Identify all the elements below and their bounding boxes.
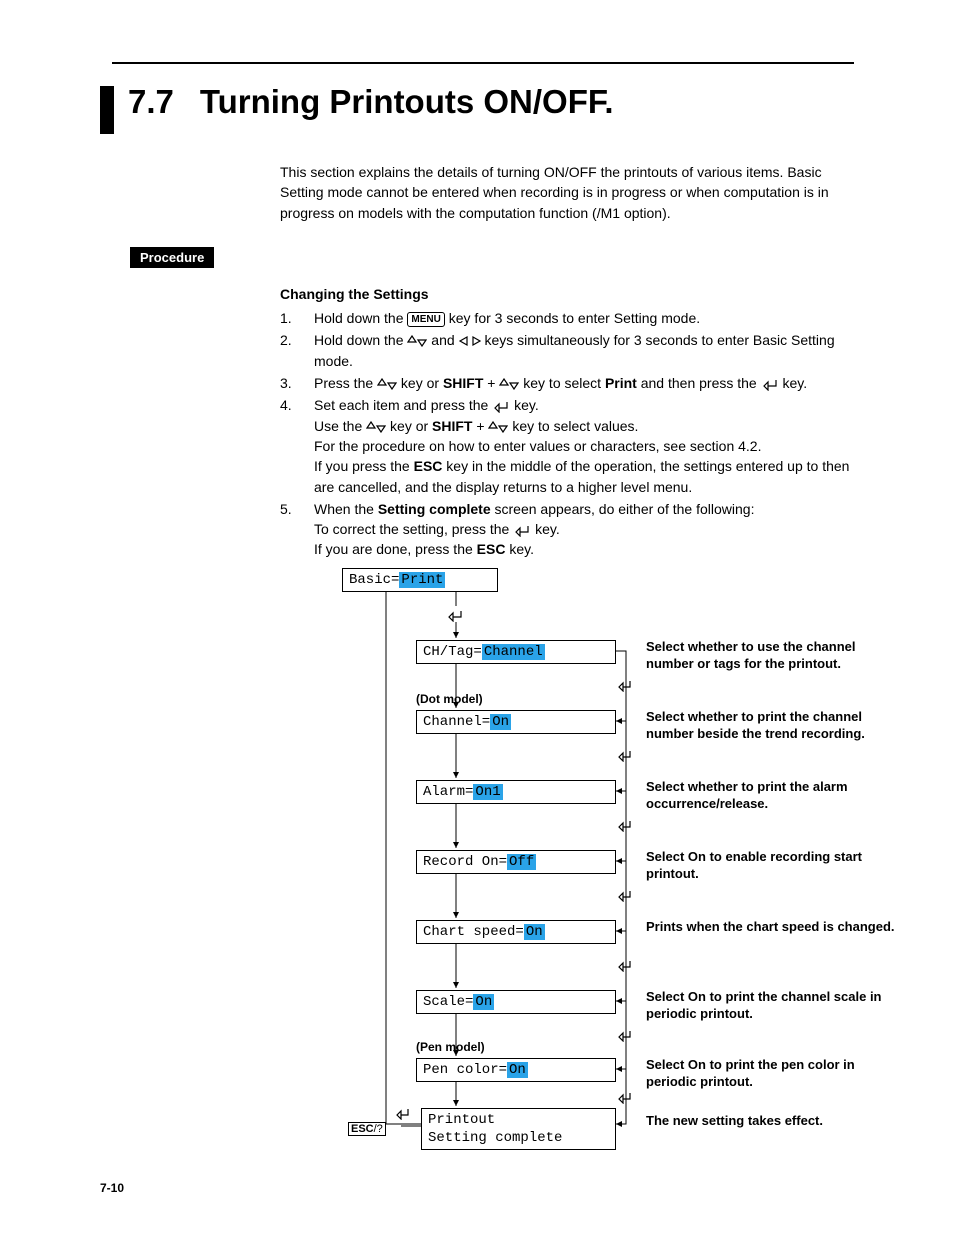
title-bar xyxy=(100,86,114,134)
flow-node-alarm: Alarm=On1 xyxy=(416,780,616,804)
enter-icon xyxy=(394,1106,412,1120)
step-body: When the Setting complete screen appears… xyxy=(314,499,854,560)
flow-node-chartspeed: Chart speed=On xyxy=(416,920,616,944)
flow-node-pencolor: Pen color=On xyxy=(416,1058,616,1082)
step-num: 1. xyxy=(280,308,314,328)
flow-desc-3: Select whether to print the alarm occurr… xyxy=(646,778,896,813)
step-num: 4. xyxy=(280,395,314,496)
up-down-icon xyxy=(366,421,386,433)
flow-node-complete: Printout Setting complete xyxy=(421,1108,616,1150)
section-title: Turning Printouts ON/OFF. xyxy=(200,82,614,122)
flow-desc-4: Select On to enable recording start prin… xyxy=(646,848,896,883)
step-body: Set each item and press the key. Use the… xyxy=(314,395,854,496)
step-5: 5. When the Setting complete screen appe… xyxy=(280,499,854,560)
enter-icon xyxy=(616,678,634,692)
page-footer: 7-10 xyxy=(100,1181,124,1195)
flow-desc-5: Prints when the chart speed is changed. xyxy=(646,918,906,936)
flow-desc-1: Select whether to use the channel number… xyxy=(646,638,896,673)
flow-node-scale: Scale=On xyxy=(416,990,616,1014)
step-num: 2. xyxy=(280,330,314,371)
flow-model-dot: (Dot model) xyxy=(416,692,483,706)
flow-node-basic: Basic=Print xyxy=(342,568,498,592)
enter-icon xyxy=(446,608,466,622)
enter-icon xyxy=(616,888,634,902)
flow-desc-2: Select whether to print the channel numb… xyxy=(646,708,896,743)
enter-icon xyxy=(616,818,634,832)
menu-key-icon: MENU xyxy=(407,312,444,327)
enter-icon xyxy=(616,1090,634,1104)
top-rule xyxy=(112,62,854,64)
content-block: Changing the Settings 1. Hold down the M… xyxy=(280,284,854,560)
enter-icon xyxy=(761,377,779,391)
enter-icon xyxy=(492,399,510,413)
flow-desc-8: The new setting takes effect. xyxy=(646,1112,896,1130)
step-2: 2. Hold down the and keys simultaneously… xyxy=(280,330,854,371)
flow-diagram: Basic=Print CH/Tag=Channel Select whethe… xyxy=(246,566,856,1146)
flow-node-chtag: CH/Tag=Channel xyxy=(416,640,616,664)
flow-model-pen: (Pen model) xyxy=(416,1040,485,1054)
section-number: 7.7 xyxy=(128,82,174,122)
flow-desc-6: Select On to print the channel scale in … xyxy=(646,988,896,1023)
step-1: 1. Hold down the MENU key for 3 seconds … xyxy=(280,308,854,328)
step-num: 3. xyxy=(280,373,314,393)
page: 7.7 Turning Printouts ON/OFF. This secti… xyxy=(0,0,954,1235)
enter-icon xyxy=(616,1028,634,1042)
up-down-icon xyxy=(407,335,427,347)
steps-list: 1. Hold down the MENU key for 3 seconds … xyxy=(280,308,854,560)
esc-key-box: ESC/? xyxy=(348,1122,386,1136)
procedure-badge: Procedure xyxy=(130,247,214,268)
step-num: 5. xyxy=(280,499,314,560)
intro-paragraph: This section explains the details of tur… xyxy=(280,162,854,223)
flow-node-record: Record On=Off xyxy=(416,850,616,874)
up-down-icon xyxy=(499,378,519,390)
up-down-icon xyxy=(488,421,508,433)
step-body: Press the key or SHIFT + key to select P… xyxy=(314,373,854,393)
step-4: 4. Set each item and press the key. Use … xyxy=(280,395,854,496)
enter-icon xyxy=(513,523,531,537)
step-body: Hold down the MENU key for 3 seconds to … xyxy=(314,308,854,328)
subhead-changing: Changing the Settings xyxy=(280,284,854,304)
left-right-icon xyxy=(459,335,481,347)
up-down-icon xyxy=(377,378,397,390)
step-3: 3. Press the key or SHIFT + key to selec… xyxy=(280,373,854,393)
enter-icon xyxy=(616,748,634,762)
title-row: 7.7 Turning Printouts ON/OFF. xyxy=(100,82,854,134)
flow-desc-7: Select On to print the pen color in peri… xyxy=(646,1056,896,1091)
enter-icon xyxy=(616,958,634,972)
flow-node-channel: Channel=On xyxy=(416,710,616,734)
step-body: Hold down the and keys simultaneously fo… xyxy=(314,330,854,371)
